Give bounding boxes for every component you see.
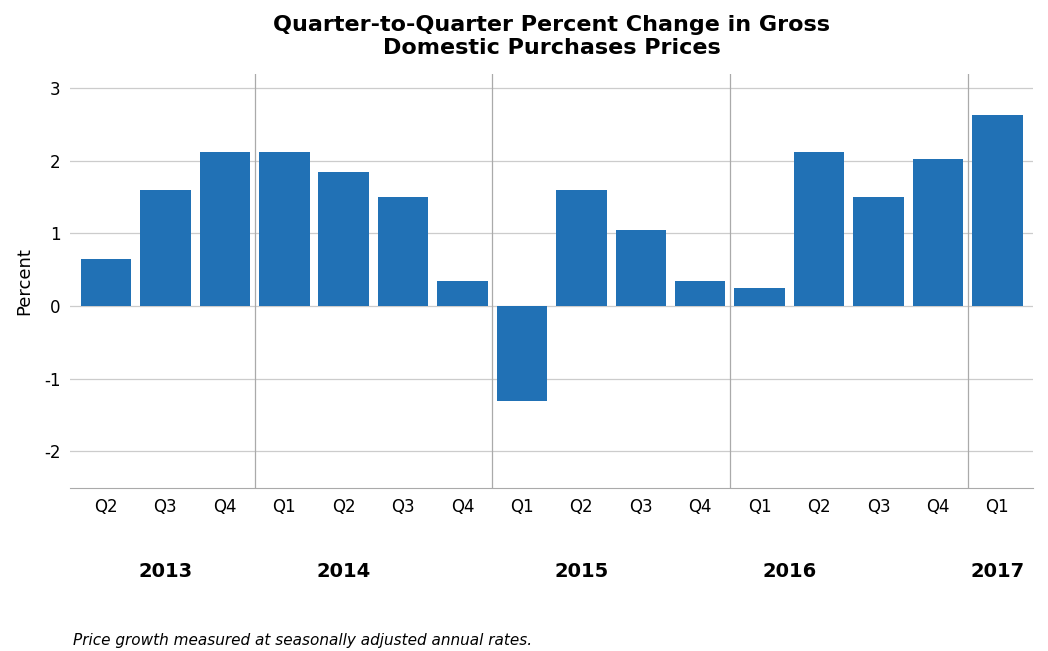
Bar [259,152,309,306]
Text: 2013: 2013 [138,562,193,581]
Text: 2014: 2014 [316,562,371,581]
Bar [378,197,429,306]
Bar [140,190,191,306]
Y-axis label: Percent: Percent [15,247,32,314]
Text: 2015: 2015 [554,562,609,581]
Bar [556,190,607,306]
Title: Quarter-to-Quarter Percent Change in Gross
Domestic Purchases Prices: Quarter-to-Quarter Percent Change in Gro… [274,15,830,58]
Bar [199,152,250,306]
Text: 2017: 2017 [970,562,1024,581]
Bar [615,230,667,306]
Bar [81,259,131,306]
Bar [853,197,903,306]
Text: 2016: 2016 [762,562,816,581]
Bar [319,172,369,306]
Bar [973,115,1023,306]
Bar [675,281,725,306]
Bar [913,159,963,306]
Text: Price growth measured at seasonally adjusted annual rates.: Price growth measured at seasonally adju… [73,633,532,648]
Bar [735,288,785,306]
Bar [793,152,845,306]
Bar [497,306,547,400]
Bar [437,281,487,306]
